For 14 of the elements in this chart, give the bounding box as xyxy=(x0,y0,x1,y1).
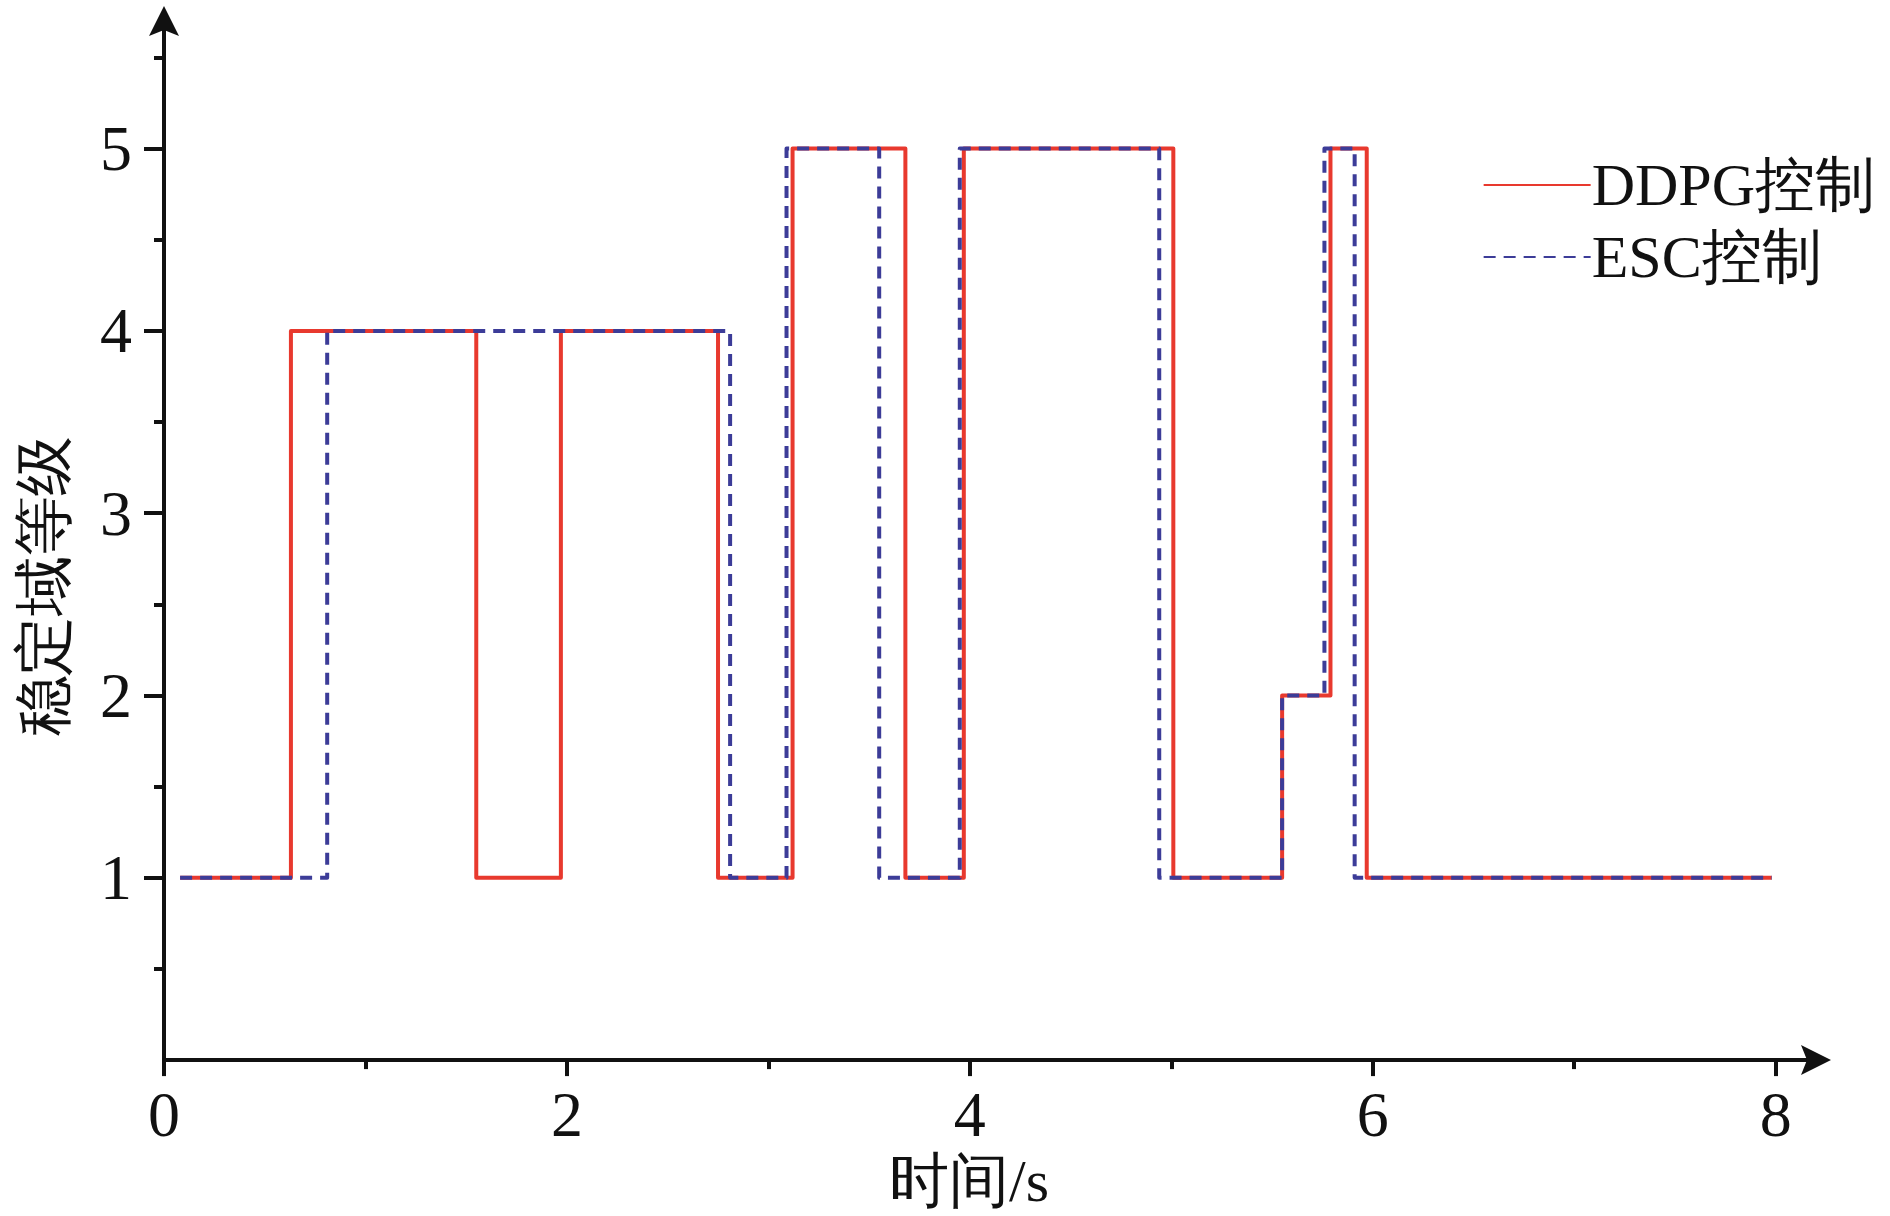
y-tick-label: 2 xyxy=(100,660,132,731)
y-axis-title: 稳定域等级 xyxy=(11,435,77,736)
legend-label: DDPG控制 xyxy=(1591,152,1875,218)
x-tick-label: 2 xyxy=(550,1078,583,1150)
x-tick-label: 8 xyxy=(1759,1078,1792,1150)
y-tick-label: 3 xyxy=(100,477,132,549)
x-tick-label: 6 xyxy=(1356,1078,1389,1150)
y-tick-label: 5 xyxy=(100,113,132,185)
y-tick-label: 1 xyxy=(100,842,132,914)
x-axis-title: 时间/s xyxy=(888,1148,1050,1214)
legend-label: ESC控制 xyxy=(1591,224,1822,290)
y-tick-label: 4 xyxy=(100,295,132,367)
x-tick-label: 4 xyxy=(953,1078,986,1150)
x-tick-label: 0 xyxy=(148,1078,180,1150)
